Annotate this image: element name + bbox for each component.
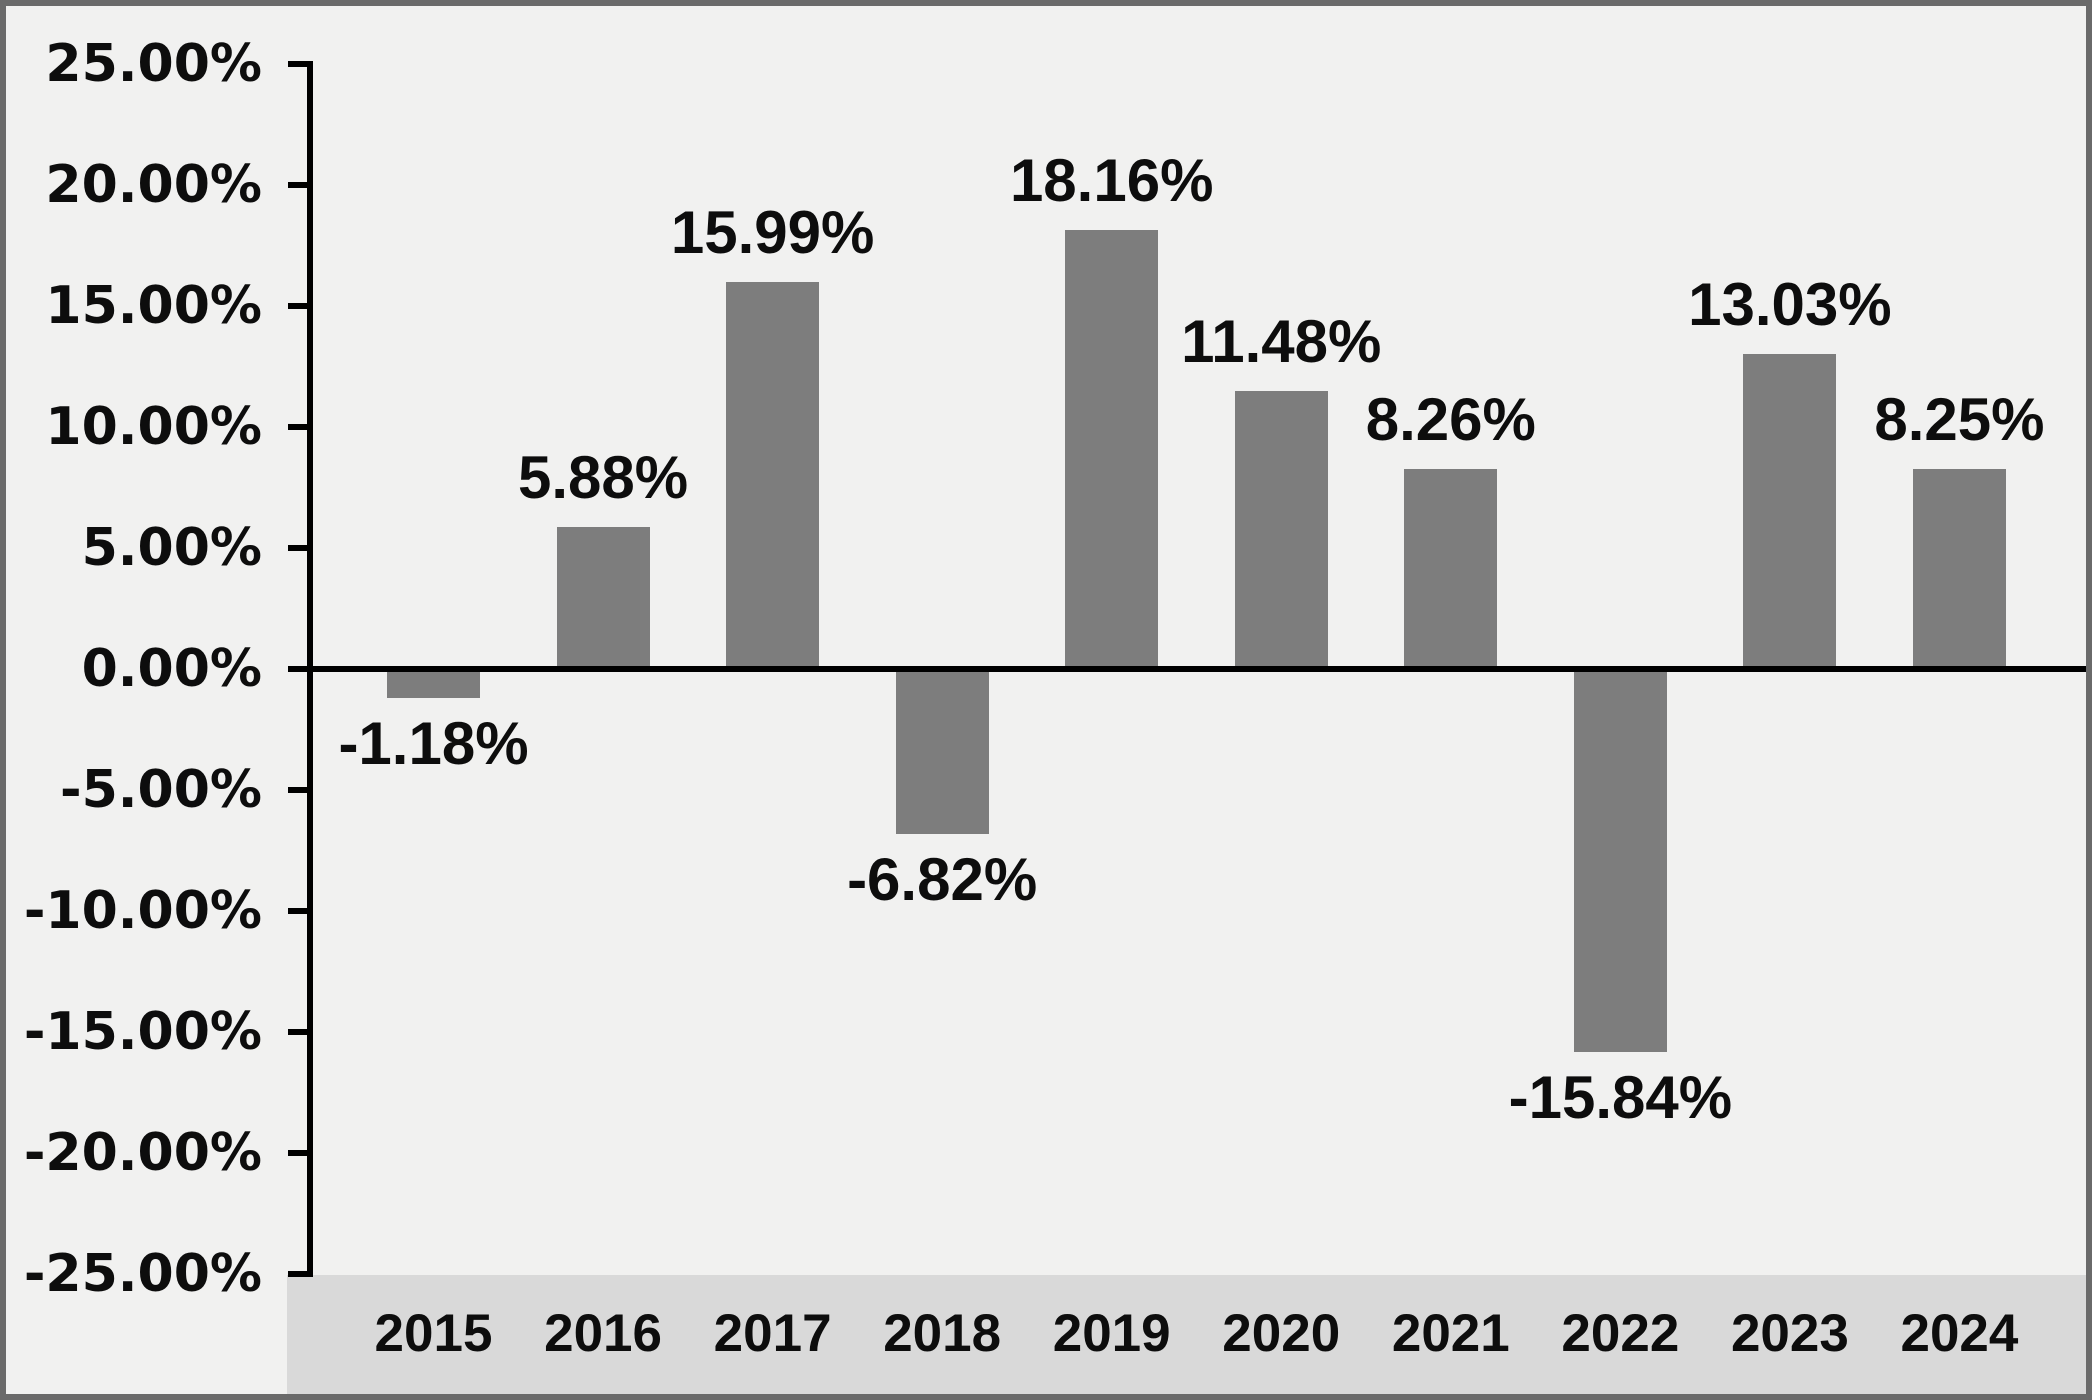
value-label-2023: 13.03% xyxy=(1688,270,1892,338)
x-tick-label-2022: 2022 xyxy=(1561,1304,1680,1363)
y-tick-label-5: 5.00% xyxy=(81,518,262,578)
value-label-2017: 15.99% xyxy=(670,199,875,267)
y-tick-label-15: 15.00% xyxy=(45,276,262,336)
y-tick-mark xyxy=(288,303,307,309)
x-tick-label-2018: 2018 xyxy=(883,1304,1002,1363)
x-tick-label-2023: 2023 xyxy=(1730,1304,1849,1363)
bar-2022 xyxy=(1573,669,1667,1053)
x-tick-label-2021: 2021 xyxy=(1391,1304,1510,1363)
y-tick-mark xyxy=(288,182,307,188)
zero-baseline xyxy=(307,666,2086,672)
x-tick-label-2015: 2015 xyxy=(374,1304,493,1363)
y-tick-label--5: -5.00% xyxy=(60,760,262,820)
y-tick-mark xyxy=(288,666,307,672)
bar-2021 xyxy=(1404,469,1498,669)
value-label-2018: -6.82% xyxy=(847,846,1038,914)
x-tick-label-2016: 2016 xyxy=(544,1304,662,1363)
y-tick-label-10: 10.00% xyxy=(45,397,262,457)
bar-2020 xyxy=(1234,391,1328,669)
value-label-2019: 18.16% xyxy=(1009,146,1214,214)
x-tick-label-2017: 2017 xyxy=(713,1304,832,1363)
y-tick-label--20: -20.00% xyxy=(23,1123,262,1183)
value-label-2020: 11.48% xyxy=(1181,308,1382,376)
bar-2023 xyxy=(1743,353,1837,669)
y-tick-label--15: -15.00% xyxy=(23,1002,262,1062)
bar-2016 xyxy=(556,526,650,669)
x-tick-label-2020: 2020 xyxy=(1222,1304,1341,1363)
y-tick-label-25: 25.00% xyxy=(45,34,262,94)
value-label-2021: 8.26% xyxy=(1365,386,1536,454)
value-label-2015: -1.18% xyxy=(338,709,529,777)
x-tick-label-2024: 2024 xyxy=(1900,1304,2019,1363)
y-tick-label--10: -10.00% xyxy=(23,881,262,941)
y-tick-mark xyxy=(288,545,307,551)
y-tick-label--25: -25.00% xyxy=(23,1244,262,1304)
value-label-2024: 8.25% xyxy=(1874,386,2045,454)
y-tick-mark xyxy=(288,61,307,67)
value-label-2016: 5.88% xyxy=(517,443,689,511)
y-tick-mark xyxy=(288,787,307,793)
bar-2024 xyxy=(1912,469,2006,669)
bar-2015 xyxy=(387,669,480,698)
bar-2017 xyxy=(726,282,820,669)
x-tick-label-2019: 2019 xyxy=(1052,1304,1171,1363)
bar-2019 xyxy=(1065,229,1159,669)
y-tick-mark xyxy=(288,1150,307,1156)
y-tick-label-0: 0.00% xyxy=(81,639,262,699)
y-tick-mark xyxy=(288,1271,307,1277)
bar-2018 xyxy=(895,669,989,835)
y-tick-mark xyxy=(288,908,307,914)
y-tick-label-20: 20.00% xyxy=(45,155,262,215)
y-tick-mark xyxy=(288,424,307,430)
y-tick-mark xyxy=(288,1029,307,1035)
value-label-2022: -15.84% xyxy=(1508,1064,1733,1132)
x-axis-band xyxy=(287,1275,2086,1394)
